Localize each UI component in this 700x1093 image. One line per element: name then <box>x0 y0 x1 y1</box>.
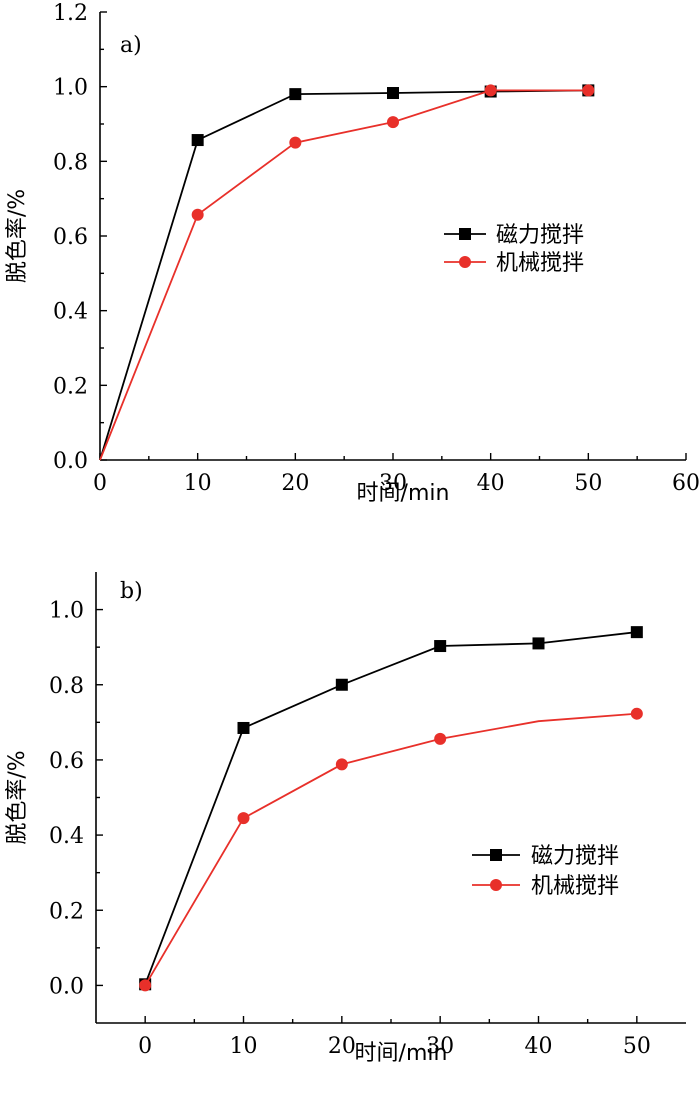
data-point-circle <box>434 732 447 745</box>
panel-label: b) <box>120 579 143 604</box>
legend-marker-circle <box>490 879 502 891</box>
y-tick-label: 0.2 <box>53 374 88 399</box>
y-tick-label: 1.0 <box>49 599 84 624</box>
series-line <box>144 631 637 985</box>
chart-panel-a: 0 10 20 30 40 50 60 0.0 0.2 0.4 0.6 0.8 1.0 1.2 时间/min… <box>5 1 700 506</box>
data-point-square <box>630 626 643 639</box>
x-tick-label: 0 <box>93 471 107 496</box>
y-tick-label: 0.6 <box>49 749 84 774</box>
data-point-circle <box>630 707 643 720</box>
y-tick-label: 1.0 <box>53 76 88 101</box>
x-tick-label: 20 <box>328 1034 356 1059</box>
x-tick-label: 50 <box>574 471 602 496</box>
data-point-square <box>387 87 399 100</box>
x-axis-title: 时间/min <box>355 1041 448 1066</box>
y-tick-label: 0.4 <box>49 824 84 849</box>
y-axis-title: 脱色率/% <box>5 750 30 844</box>
legend-label: 机械搅拌 <box>531 874 619 899</box>
y-tick-label: 0.0 <box>49 974 84 999</box>
x-tick-label: 40 <box>525 1034 553 1059</box>
legend-label: 机械搅拌 <box>496 251 584 276</box>
data-point-circle <box>139 979 152 992</box>
x-tick-label: 0 <box>138 1034 152 1059</box>
data-point-square <box>237 721 250 734</box>
data-point-circle <box>289 136 302 149</box>
x-tick-label: 10 <box>184 471 212 496</box>
panel-label: a) <box>120 33 142 58</box>
data-point-square <box>532 637 545 650</box>
data-point-circle <box>237 812 250 825</box>
data-point-circle <box>387 116 399 129</box>
legend-marker-circle <box>459 256 471 268</box>
data-point-circle <box>484 84 497 97</box>
data-point-circle <box>191 208 204 221</box>
y-tick-label: 0.8 <box>49 674 84 699</box>
legend-marker-square <box>490 849 502 861</box>
data-point-circle <box>582 84 595 97</box>
legend-label: 磁力搅拌 <box>531 844 619 869</box>
x-axis-title: 时间/min <box>357 481 450 506</box>
y-tick-label: 0.2 <box>49 899 84 924</box>
data-point-square <box>434 640 447 653</box>
series-line <box>99 89 589 461</box>
series-mechanical <box>139 707 643 992</box>
chart-panel-b: 0 10 20 30 40 50 0.0 0.2 0.4 0.6 0.8 1.0 时间/min 脱色率/%… <box>5 572 686 1066</box>
x-tick-label: 60 <box>672 471 700 496</box>
x-tick-label: 10 <box>230 1034 258 1059</box>
y-axis-title: 脱色率/% <box>5 189 30 283</box>
series-line <box>144 712 637 986</box>
data-point-square <box>335 678 348 691</box>
legend-marker-square <box>459 228 471 240</box>
y-tick-label: 0.8 <box>53 150 88 175</box>
x-tick-label: 30 <box>379 471 407 496</box>
data-point-square <box>289 88 302 101</box>
series-magnetic <box>139 626 643 991</box>
data-point-square <box>191 134 204 147</box>
y-tick-label: 0.0 <box>53 449 88 474</box>
x-tick-label: 40 <box>477 471 505 496</box>
x-tick-label: 50 <box>623 1034 651 1059</box>
y-tick-label: 0.4 <box>53 300 88 325</box>
y-tick-label: 1.2 <box>53 1 88 26</box>
legend-label: 磁力搅拌 <box>496 223 584 248</box>
x-tick-label: 30 <box>426 1034 454 1059</box>
y-tick-label: 0.6 <box>53 225 88 250</box>
series-line <box>99 89 589 461</box>
series-mechanical <box>99 84 595 461</box>
x-tick-label: 20 <box>281 471 309 496</box>
data-point-circle <box>335 758 348 771</box>
